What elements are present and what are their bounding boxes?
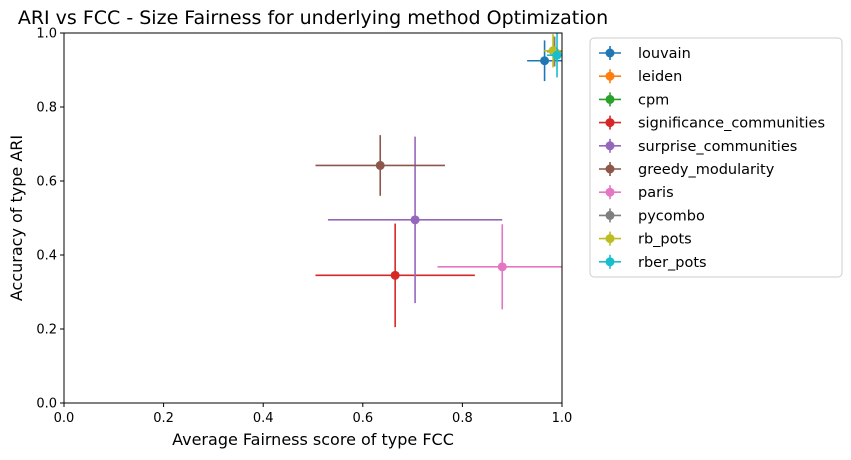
legend-marker: [605, 141, 615, 151]
legend-item: cpm: [599, 92, 669, 108]
legend-frame: [589, 37, 843, 278]
legend-marker: [605, 164, 615, 174]
legend-label: louvain: [638, 46, 691, 62]
legend-item: louvain: [599, 46, 691, 62]
data-point: [552, 50, 562, 60]
y-tick-label: 0.4: [36, 249, 57, 264]
series-greedy_modularity: [315, 135, 445, 196]
x-tick-label: 0.2: [153, 411, 174, 426]
legend-item: rb_pots: [599, 231, 692, 248]
legend-label: rber_pots: [638, 255, 707, 271]
x-tick-label: 1.0: [552, 411, 573, 426]
legend-label: paris: [638, 185, 674, 201]
legend-label: greedy_modularity: [638, 162, 775, 178]
x-tick-label: 0.4: [253, 411, 274, 426]
x-tick-label: 0.6: [352, 411, 373, 426]
x-tick-label: 0.8: [452, 411, 473, 426]
legend-item: surprise_communities: [599, 138, 797, 155]
legend-marker: [605, 71, 615, 81]
legend: louvain leiden cpm significance_communities…: [589, 37, 843, 278]
legend-label: leiden: [638, 69, 682, 85]
series-significance_communities: [315, 223, 475, 328]
data-point: [410, 215, 420, 225]
legend-item: greedy_modularity: [599, 162, 775, 178]
legend-label: surprise_communities: [638, 139, 797, 155]
legend-label: pycombo: [638, 208, 705, 224]
y-tick-label: 0.2: [36, 323, 57, 338]
ticks-layer: 0.0 0.2 0.4 0.6 0.8 1.0 0.0 0.2 0.4 0.6 0.8 1.0: [36, 27, 572, 427]
y-tick-label: 0.6: [36, 175, 57, 190]
y-tick-label: 0.8: [36, 101, 57, 116]
legend-item: rber_pots: [599, 255, 707, 271]
series-rber_pots: [547, 33, 562, 78]
series-paris: [437, 224, 562, 310]
legend-marker: [605, 48, 615, 58]
chart-title: ARI vs FCC - Size Fairness for underlyin…: [18, 7, 608, 29]
legend-item: leiden: [599, 69, 682, 85]
legend-label: significance_communities: [638, 116, 825, 132]
legend-marker: [605, 257, 615, 267]
plot-frame: [63, 32, 563, 404]
legend-item: significance_communities: [599, 115, 825, 132]
legend-marker: [605, 94, 615, 104]
legend-marker: [605, 187, 615, 197]
x-axis-label: Average Fairness score of type FCC: [172, 430, 454, 449]
y-axis-label: Accuracy of type ARI: [7, 135, 26, 301]
data-point: [390, 270, 400, 280]
series-surprise_communities: [327, 136, 503, 304]
data-point: [375, 160, 385, 170]
legend-label: cpm: [638, 92, 669, 108]
data-point: [540, 56, 550, 66]
data-point: [497, 262, 507, 272]
series-louvain: [527, 40, 562, 82]
y-tick-label: 1.0: [36, 27, 57, 42]
legend-marker: [605, 234, 615, 244]
legend-marker: [605, 118, 615, 128]
legend-marker: [605, 210, 615, 220]
x-tick-label: 0.0: [54, 411, 75, 426]
legend-item: paris: [599, 185, 674, 201]
series-layer: [315, 33, 562, 328]
y-tick-label: 0.0: [36, 397, 57, 412]
legend-label: rb_pots: [638, 232, 692, 248]
legend-item: pycombo: [599, 208, 705, 224]
